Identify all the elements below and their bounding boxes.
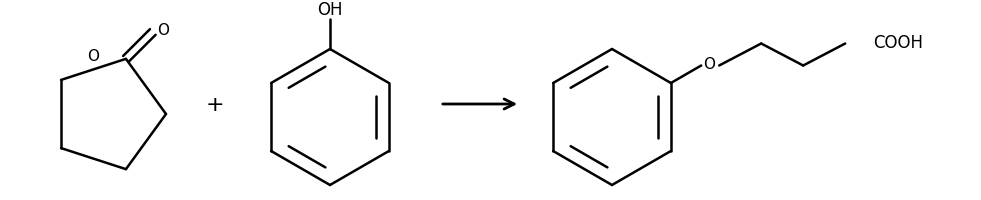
Text: COOH: COOH (873, 33, 923, 51)
Text: O: O (703, 57, 715, 72)
Text: O: O (157, 23, 169, 38)
Text: O: O (87, 49, 99, 64)
Text: OH: OH (317, 1, 342, 19)
Text: +: + (206, 95, 225, 114)
